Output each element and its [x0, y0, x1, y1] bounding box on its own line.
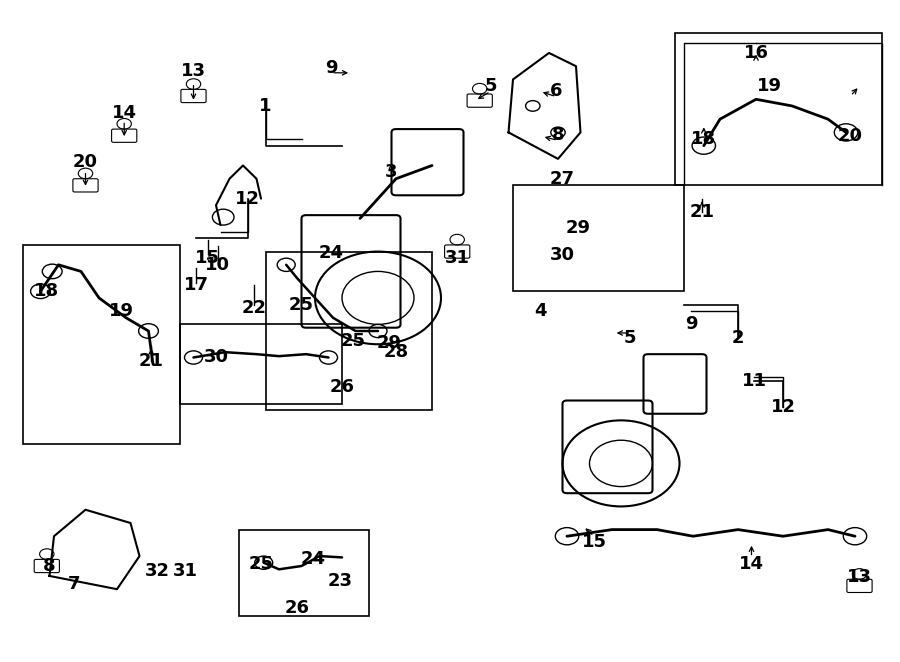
Text: 13: 13 — [847, 568, 872, 587]
Text: 26: 26 — [284, 598, 310, 617]
Text: 14: 14 — [112, 103, 137, 122]
Text: 5: 5 — [624, 328, 636, 347]
Text: 15: 15 — [195, 249, 220, 267]
Text: 25: 25 — [289, 295, 314, 314]
Text: 26: 26 — [329, 378, 355, 397]
Text: 24: 24 — [301, 550, 326, 569]
Text: 7: 7 — [68, 575, 80, 593]
Text: 25: 25 — [340, 332, 365, 350]
Text: 8: 8 — [552, 126, 564, 144]
Text: 32: 32 — [145, 561, 170, 580]
Text: 1: 1 — [259, 97, 272, 115]
Text: 12: 12 — [235, 189, 260, 208]
Text: 16: 16 — [743, 44, 769, 62]
Text: 4: 4 — [534, 302, 546, 320]
Text: 20: 20 — [838, 126, 863, 145]
Text: 23: 23 — [328, 572, 353, 591]
Text: 19: 19 — [757, 77, 782, 95]
Text: 27: 27 — [550, 169, 575, 188]
Text: 2: 2 — [732, 328, 744, 347]
Text: 14: 14 — [739, 555, 764, 573]
Text: 30: 30 — [203, 348, 229, 367]
Text: 9: 9 — [325, 58, 338, 77]
Text: 10: 10 — [205, 256, 230, 274]
Text: 31: 31 — [173, 561, 198, 580]
Text: 24: 24 — [319, 244, 344, 262]
Text: 13: 13 — [181, 62, 206, 80]
Text: 18: 18 — [34, 282, 59, 301]
Text: 19: 19 — [109, 302, 134, 320]
Text: 6: 6 — [550, 82, 562, 101]
Text: 11: 11 — [742, 371, 767, 390]
Text: 25: 25 — [248, 555, 274, 573]
Text: 29: 29 — [376, 334, 401, 352]
Text: 18: 18 — [691, 130, 716, 148]
Text: 31: 31 — [445, 249, 470, 267]
Text: 29: 29 — [565, 219, 590, 238]
Text: 28: 28 — [383, 343, 409, 361]
Text: 9: 9 — [685, 315, 698, 334]
Text: 15: 15 — [581, 532, 607, 551]
Text: 8: 8 — [43, 557, 56, 575]
Text: 21: 21 — [139, 352, 164, 370]
Text: 12: 12 — [770, 398, 796, 416]
Text: 5: 5 — [484, 77, 497, 95]
Text: 22: 22 — [241, 299, 266, 317]
Text: 17: 17 — [184, 275, 209, 294]
Text: 3: 3 — [385, 163, 398, 181]
Text: 21: 21 — [689, 203, 715, 221]
Text: 20: 20 — [73, 153, 98, 171]
Text: 30: 30 — [550, 246, 575, 264]
